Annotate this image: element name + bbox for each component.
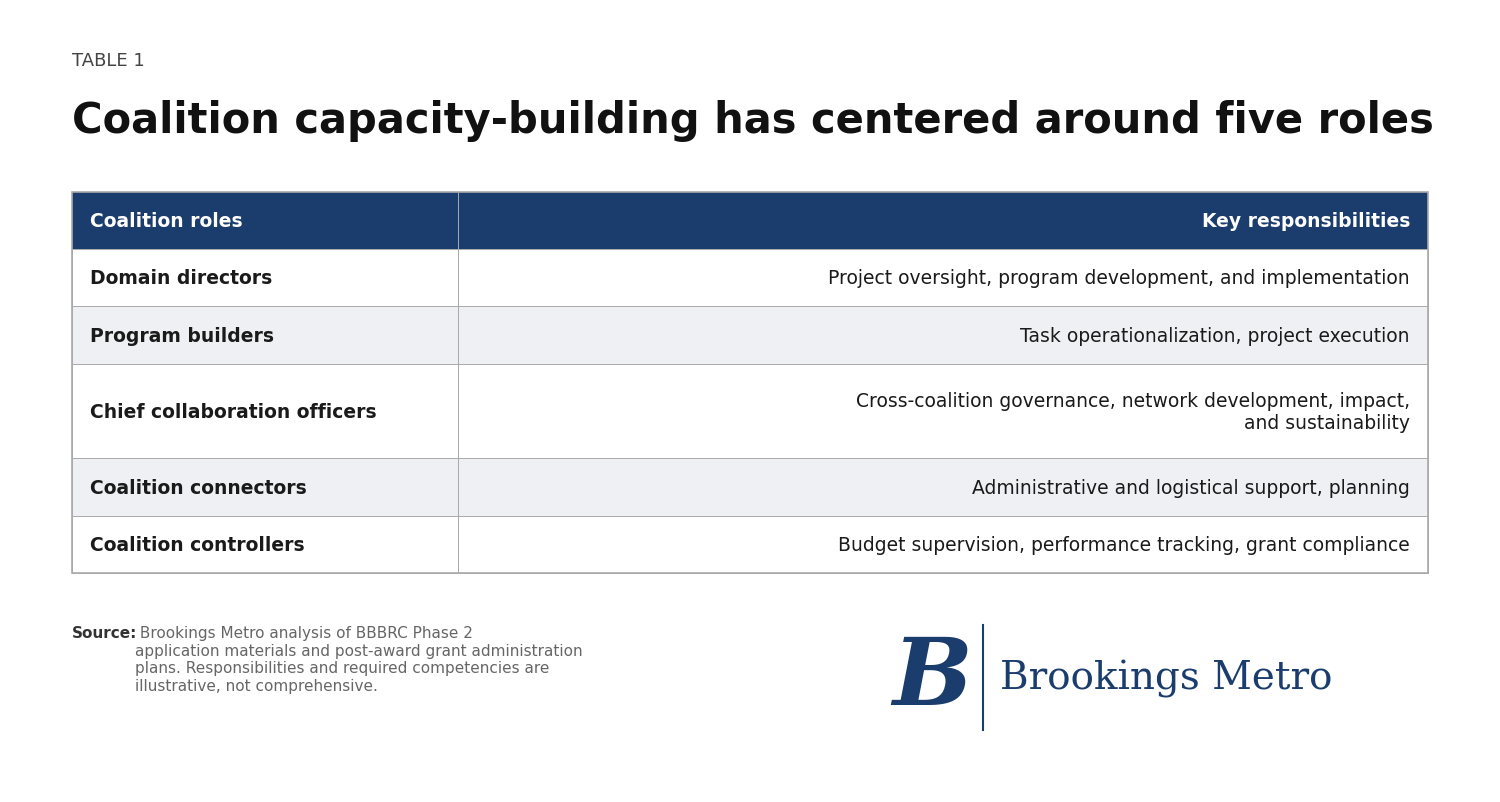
Text: Domain directors: Domain directors	[90, 269, 273, 288]
Text: Budget supervision, performance tracking, grant compliance: Budget supervision, performance tracking…	[839, 535, 1410, 554]
Text: Administrative and logistical support, planning: Administrative and logistical support, p…	[972, 478, 1410, 497]
Text: Brookings Metro: Brookings Metro	[1000, 658, 1334, 697]
Text: B: B	[892, 633, 972, 723]
Text: Chief collaboration officers: Chief collaboration officers	[90, 402, 376, 421]
Text: Cross-coalition governance, network development, impact,
and sustainability: Cross-coalition governance, network deve…	[856, 391, 1410, 432]
Text: Coalition capacity-building has centered around five roles: Coalition capacity-building has centered…	[72, 100, 1434, 142]
Text: Program builders: Program builders	[90, 326, 274, 345]
Text: Brookings Metro analysis of BBBRC Phase 2
application materials and post-award g: Brookings Metro analysis of BBBRC Phase …	[135, 626, 582, 693]
Text: TABLE 1: TABLE 1	[72, 52, 144, 70]
Text: Source:: Source:	[72, 626, 138, 641]
Text: Coalition roles: Coalition roles	[90, 212, 243, 231]
Text: Task operationalization, project execution: Task operationalization, project executi…	[1020, 326, 1410, 345]
Text: Coalition controllers: Coalition controllers	[90, 535, 304, 554]
Text: Coalition connectors: Coalition connectors	[90, 478, 306, 497]
Text: Key responsibilities: Key responsibilities	[1202, 212, 1410, 231]
Text: Project oversight, program development, and implementation: Project oversight, program development, …	[828, 269, 1410, 288]
